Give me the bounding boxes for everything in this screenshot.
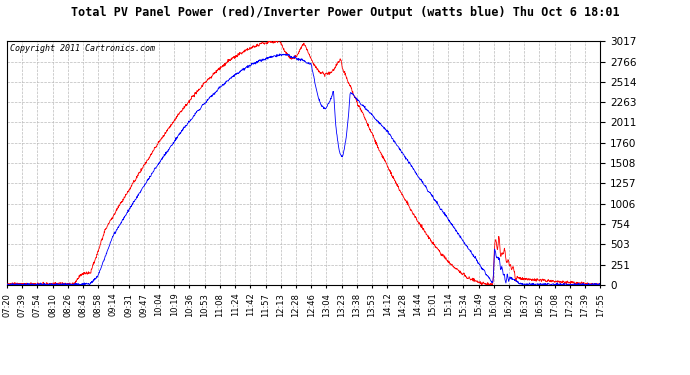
Text: Copyright 2011 Cartronics.com: Copyright 2011 Cartronics.com	[10, 44, 155, 53]
Text: Total PV Panel Power (red)/Inverter Power Output (watts blue) Thu Oct 6 18:01: Total PV Panel Power (red)/Inverter Powe…	[70, 6, 620, 19]
